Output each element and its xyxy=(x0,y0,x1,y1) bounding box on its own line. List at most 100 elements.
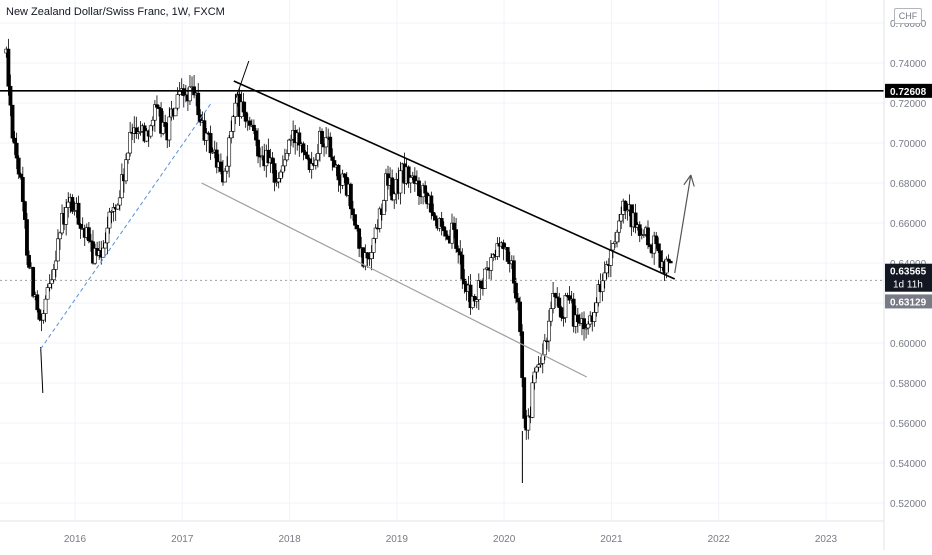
candle-down xyxy=(472,296,477,302)
candle-up xyxy=(126,152,130,161)
price-tick-label: 0.70000 xyxy=(890,139,927,150)
candle-down xyxy=(553,293,558,298)
prev-close-price-label-bg xyxy=(885,294,932,309)
candle-up xyxy=(536,364,541,368)
candle-down xyxy=(272,163,277,183)
candle-down xyxy=(320,130,324,145)
chart-title: New Zealand Dollar/Swiss Franc, 1W, FXCM xyxy=(6,6,225,18)
price-tick-label: 0.68000 xyxy=(890,179,927,190)
candle-down xyxy=(462,278,467,285)
candle-down xyxy=(328,136,333,158)
candle-down xyxy=(353,214,357,226)
resistance-price-label-bg xyxy=(885,83,932,98)
candle-up xyxy=(188,86,192,102)
candle-up xyxy=(64,207,69,225)
candle-down xyxy=(433,215,438,221)
price-tick-label: 0.74000 xyxy=(890,59,927,70)
candle-down xyxy=(656,243,661,252)
candle-up xyxy=(602,272,607,282)
candle-down xyxy=(357,228,362,249)
candle-down xyxy=(443,230,448,237)
candle-up xyxy=(124,159,128,182)
candle-down xyxy=(37,309,42,320)
candle-down xyxy=(456,248,461,253)
candle-down xyxy=(516,297,520,303)
candle-up xyxy=(594,302,599,313)
candle-down xyxy=(390,177,395,201)
candle-down xyxy=(256,139,260,157)
candle-down xyxy=(76,202,81,225)
candle-down xyxy=(20,177,25,202)
candle-down xyxy=(412,175,417,184)
dashed-uptrend-line xyxy=(40,102,212,350)
candle-up xyxy=(109,211,114,213)
candle-down xyxy=(561,317,566,319)
candle-up xyxy=(340,173,345,186)
candle-up xyxy=(289,138,293,141)
candle-up xyxy=(117,197,122,206)
candle-down xyxy=(14,142,19,159)
resistance-price-label: 0.72608 xyxy=(890,87,927,98)
candle-down xyxy=(666,258,671,262)
candle-up xyxy=(540,354,545,364)
price-tick-label: 0.58000 xyxy=(890,379,927,390)
candle-down xyxy=(155,104,159,108)
candle-down xyxy=(445,235,450,240)
candle-down xyxy=(441,226,446,232)
time-axis: 2016 2017 2018 2019 2020 2021 2022 2023 xyxy=(64,534,838,545)
candle-up xyxy=(542,340,547,356)
candle-up xyxy=(282,159,287,167)
candle-up xyxy=(278,171,283,179)
candle-up xyxy=(51,269,56,281)
price-tick-label: 0.76000 xyxy=(890,19,927,30)
candle-up xyxy=(276,178,281,183)
candle-down xyxy=(567,295,572,301)
candle-up xyxy=(600,280,605,292)
candle-up xyxy=(56,238,60,262)
candle-up xyxy=(563,295,568,318)
candle-up xyxy=(45,287,50,300)
candle-up xyxy=(408,177,413,184)
candle-down xyxy=(134,127,139,134)
candle-down xyxy=(505,247,510,262)
candle-up xyxy=(233,102,238,117)
candle-down xyxy=(208,133,213,154)
countdown-label: 1d 11h xyxy=(893,280,923,291)
candle-down xyxy=(305,154,310,160)
candle-up xyxy=(231,116,236,132)
candle-up xyxy=(382,200,386,215)
candle-up xyxy=(611,243,615,251)
candle-up xyxy=(72,210,77,212)
candle-down xyxy=(25,219,29,256)
arrow-head xyxy=(683,174,692,186)
candle-down xyxy=(460,254,465,280)
candle-down xyxy=(16,157,21,175)
candle-down xyxy=(6,48,11,87)
candle-up xyxy=(495,243,500,257)
candle-down xyxy=(270,157,275,164)
candle-down xyxy=(157,107,161,109)
time-tick-label: 2021 xyxy=(600,534,623,545)
price-labels: 0.72608 0.63565 1d 11h 0.63129 xyxy=(885,83,932,309)
candle-up xyxy=(641,234,646,236)
currency-badge[interactable]: CHF xyxy=(894,8,922,24)
candle-up xyxy=(274,181,279,184)
candle-up xyxy=(229,131,234,139)
candle-down xyxy=(431,212,436,217)
time-tick-label: 2018 xyxy=(278,534,301,545)
time-tick-label: 2023 xyxy=(815,534,838,545)
candle-down xyxy=(196,92,201,116)
candle-down xyxy=(86,227,91,242)
candle-up xyxy=(470,296,475,308)
candle-down xyxy=(297,132,302,146)
price-tick-label: 0.52000 xyxy=(890,499,927,510)
candle-down xyxy=(417,180,421,197)
candles xyxy=(4,38,673,440)
candle-up xyxy=(369,252,374,259)
candle-down xyxy=(454,229,459,249)
candle-up xyxy=(474,299,479,302)
candle-up xyxy=(43,298,48,314)
drawings xyxy=(0,60,884,483)
